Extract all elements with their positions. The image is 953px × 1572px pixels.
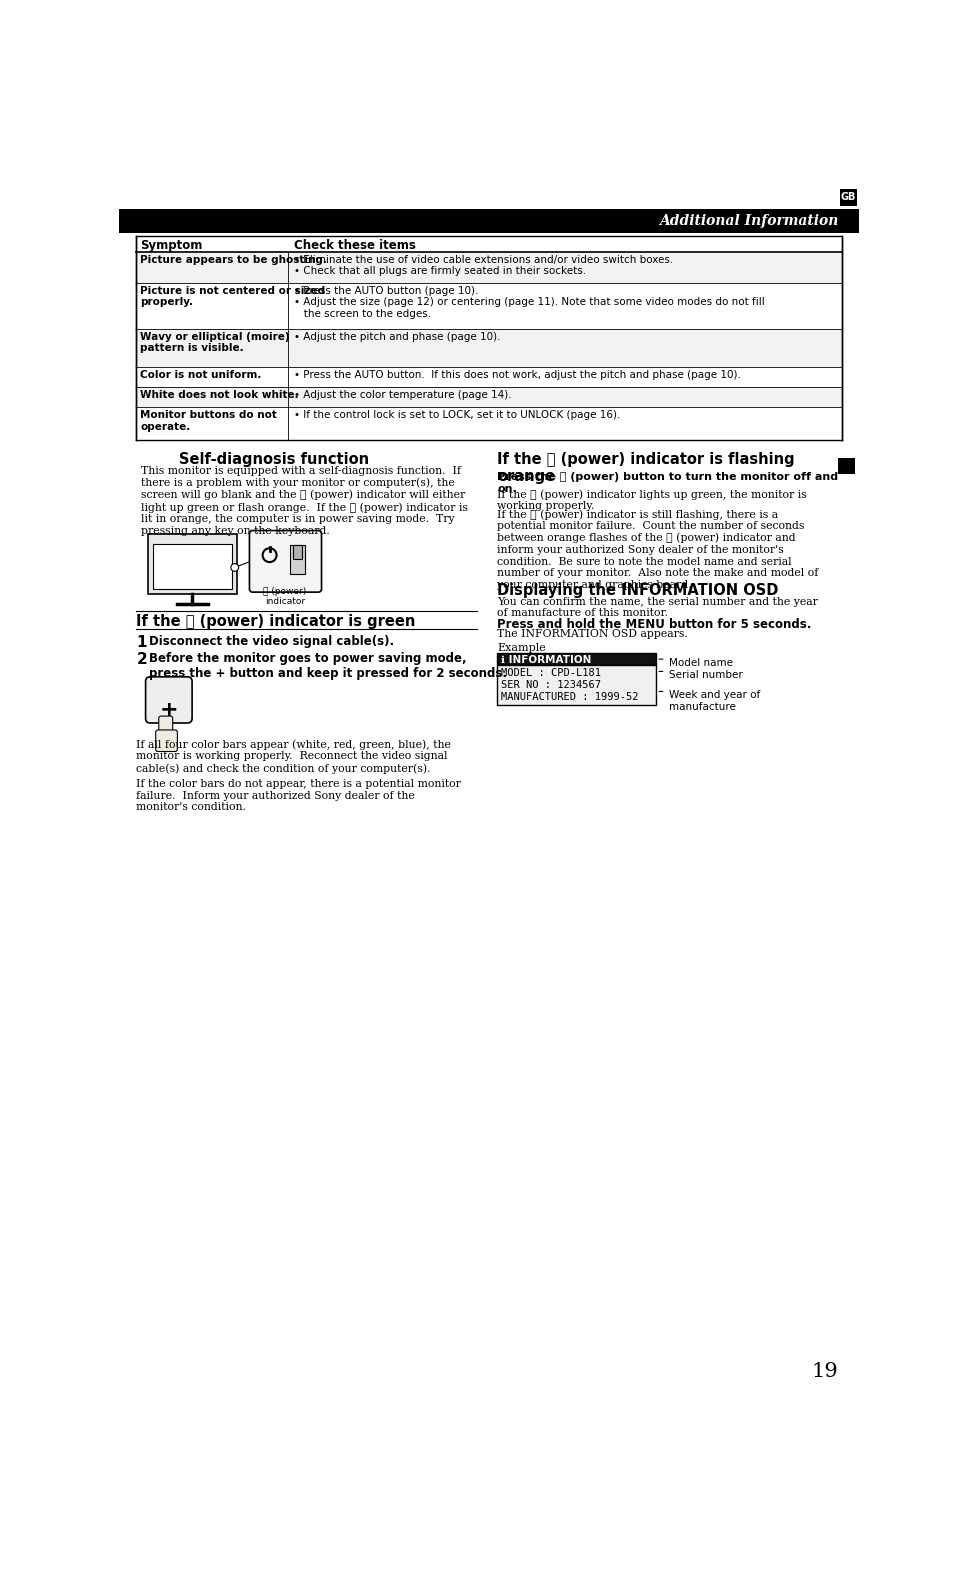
Text: • Adjust the color temperature (page 14).: • Adjust the color temperature (page 14)… — [294, 390, 512, 401]
Bar — [293, 545, 302, 560]
Text: 19: 19 — [810, 1361, 837, 1380]
Text: • Eliminate the use of video cable extensions and/or video switch boxes.
• Check: • Eliminate the use of video cable exten… — [294, 255, 673, 277]
Text: • Adjust the pitch and phase (page 10).: • Adjust the pitch and phase (page 10). — [294, 332, 500, 341]
Text: Self-diagnosis function: Self-diagnosis function — [179, 453, 369, 467]
Text: Additional Information: Additional Information — [659, 214, 838, 228]
Text: Week and year of
manufacture: Week and year of manufacture — [668, 690, 760, 712]
Text: GB: GB — [840, 192, 855, 203]
Text: 1: 1 — [136, 635, 147, 651]
Bar — [136, 283, 841, 329]
Text: Monitor buttons do not
operate.: Monitor buttons do not operate. — [140, 410, 276, 432]
Text: ℹ INFORMATION: ℹ INFORMATION — [500, 656, 591, 665]
Text: SER NO : 1234567: SER NO : 1234567 — [500, 681, 600, 690]
Text: +: + — [159, 700, 178, 720]
Text: If the color bars do not appear, there is a potential monitor
failure.  Inform y: If the color bars do not appear, there i… — [136, 780, 460, 813]
Text: • Press the AUTO button (page 10).
• Adjust the size (page 12) or centering (pag: • Press the AUTO button (page 10). • Adj… — [294, 286, 764, 319]
Bar — [119, 209, 858, 233]
Text: 2: 2 — [136, 652, 147, 667]
Bar — [840, 189, 856, 206]
Text: If the ⏻ (power) indicator is still flashing, there is a
potential monitor failu: If the ⏻ (power) indicator is still flas… — [497, 509, 818, 590]
Bar — [136, 252, 841, 283]
Text: GB: GB — [839, 476, 854, 486]
Text: Picture appears to be ghosting.: Picture appears to be ghosting. — [140, 255, 327, 264]
Text: MODEL : CPD-L181: MODEL : CPD-L181 — [500, 668, 600, 678]
Bar — [838, 457, 855, 473]
Text: Displaying the INFORMATION OSD: Displaying the INFORMATION OSD — [497, 583, 778, 597]
Bar — [136, 368, 841, 387]
Text: Wavy or elliptical (moire)
pattern is visible.: Wavy or elliptical (moire) pattern is vi… — [140, 332, 290, 354]
Bar — [136, 329, 841, 368]
Text: ⏻ (power)
indicator: ⏻ (power) indicator — [263, 586, 307, 607]
Text: Example: Example — [497, 643, 546, 652]
Text: White does not look white.: White does not look white. — [140, 390, 298, 401]
Text: • If the control lock is set to LOCK, set it to UNLOCK (page 16).: • If the control lock is set to LOCK, se… — [294, 410, 620, 420]
Text: If the ⏻ (power) indicator is green: If the ⏻ (power) indicator is green — [136, 613, 416, 629]
Bar — [497, 665, 656, 706]
Text: Press the ⏻ (power) button to turn the monitor off and
on.: Press the ⏻ (power) button to turn the m… — [497, 472, 838, 494]
FancyBboxPatch shape — [146, 678, 192, 723]
Text: • Press the AUTO button.  If this does not work, adjust the pitch and phase (pag: • Press the AUTO button. If this does no… — [294, 371, 740, 380]
Text: Check these items: Check these items — [294, 239, 416, 253]
Bar — [136, 387, 841, 407]
Text: Color is not uniform.: Color is not uniform. — [140, 371, 261, 380]
Bar — [148, 533, 236, 594]
Text: MANUFACTURED : 1999-52: MANUFACTURED : 1999-52 — [500, 692, 639, 703]
Text: If all four color bars appear (white, red, green, blue), the
monitor is working : If all four color bars appear (white, re… — [136, 739, 451, 773]
FancyBboxPatch shape — [158, 717, 172, 736]
Text: You can confirm the name, the serial number and the year
of manufacture of this : You can confirm the name, the serial num… — [497, 597, 818, 618]
Text: Symptom: Symptom — [140, 239, 202, 253]
Text: If the ⏻ (power) indicator lights up green, the monitor is
working properly.: If the ⏻ (power) indicator lights up gre… — [497, 489, 806, 511]
Bar — [290, 545, 305, 574]
Text: Disconnect the video signal cable(s).: Disconnect the video signal cable(s). — [149, 635, 394, 648]
Text: If the ⏻ (power) indicator is flashing
orange: If the ⏻ (power) indicator is flashing o… — [497, 453, 794, 484]
FancyBboxPatch shape — [249, 530, 321, 593]
Bar — [153, 544, 232, 590]
Circle shape — [231, 564, 238, 571]
FancyBboxPatch shape — [155, 729, 177, 751]
Text: Press and hold the MENU button for 5 seconds.: Press and hold the MENU button for 5 sec… — [497, 618, 811, 632]
Text: Picture is not centered or sized
properly.: Picture is not centered or sized properl… — [140, 286, 325, 307]
Text: Before the monitor goes to power saving mode,
press the + button and keep it pre: Before the monitor goes to power saving … — [149, 652, 506, 681]
Text: The INFORMATION OSD appears.: The INFORMATION OSD appears. — [497, 629, 687, 640]
Text: This monitor is equipped with a self-diagnosis function.  If
there is a problem : This monitor is equipped with a self-dia… — [141, 465, 467, 536]
Text: Model name: Model name — [668, 657, 732, 668]
Text: Serial number: Serial number — [668, 670, 741, 679]
Bar — [136, 407, 841, 440]
Bar — [497, 652, 656, 665]
